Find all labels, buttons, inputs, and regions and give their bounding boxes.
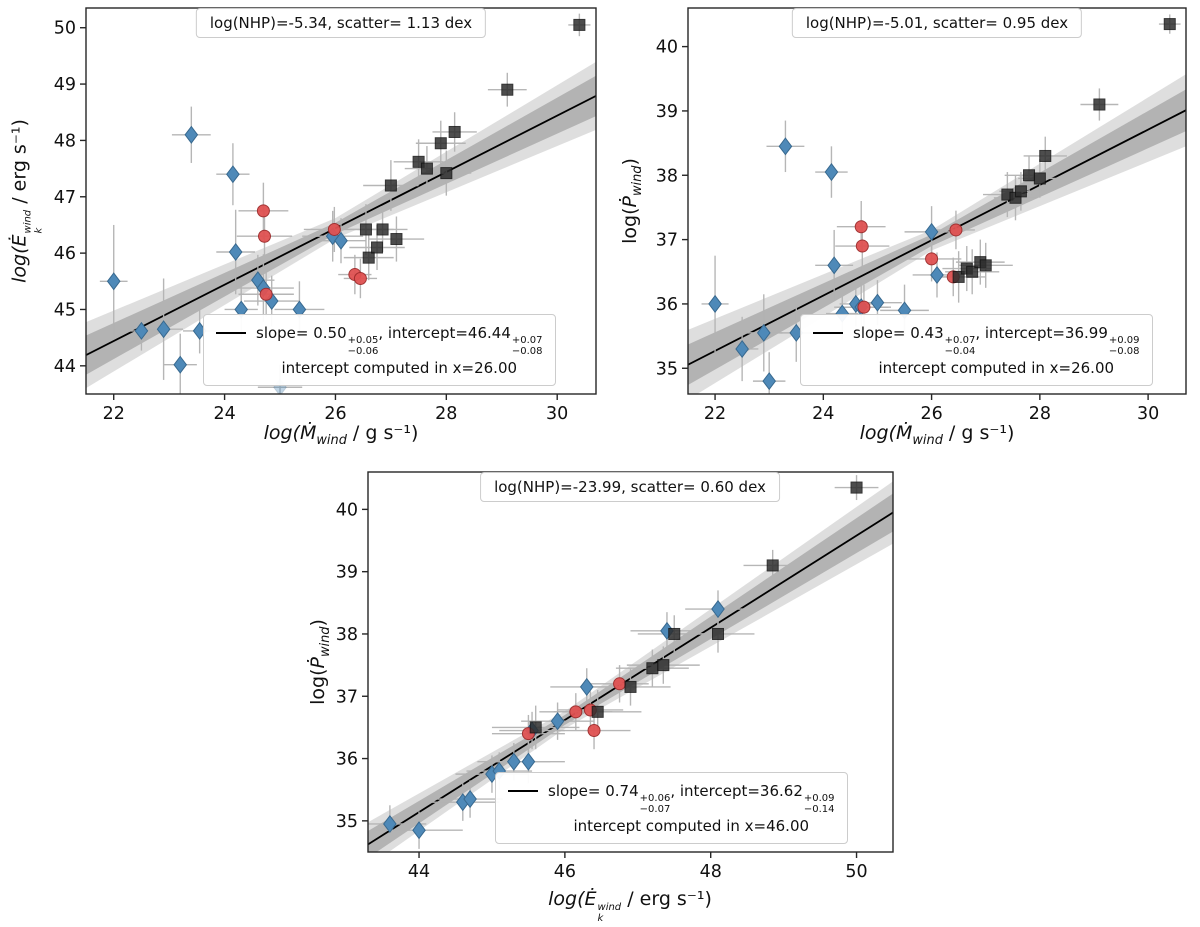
- fit-slope-intercept: slope= 0.50 +0.05 −0.06, intercept=46.44 +0…: [256, 324, 543, 357]
- x-tick-label: 24: [213, 404, 235, 424]
- y-tick-label: 38: [656, 166, 678, 186]
- y-tick-label: 45: [54, 300, 76, 320]
- y-tick-label: 35: [656, 359, 678, 379]
- x-tick-label: 46: [554, 862, 576, 882]
- fit-legend-text: slope= 0.50 +0.05 −0.06, intercept=46.44 +0…: [256, 322, 543, 379]
- scatter-plot-pwind-vs-ekwind: 44 46 48 50 35 36 37 38 39 40: [336, 471, 894, 882]
- axis-ticks: [682, 45, 1149, 400]
- fit-legend-note: intercept computed in x=26.00: [878, 358, 1115, 377]
- y-tick-label: 50: [54, 19, 76, 39]
- y-tick-label: 39: [336, 563, 358, 583]
- y-tick-label: 35: [336, 812, 358, 832]
- y-tick-label: 40: [656, 38, 678, 58]
- fit-legend: slope= 0.43 +0.07 −0.04, intercept=36.99 +0…: [800, 314, 1153, 386]
- x-tick-label: 48: [700, 862, 722, 882]
- x-tick-label: 28: [435, 404, 457, 424]
- x-tick-label: 44: [408, 862, 430, 882]
- tick-labels: 22 24 26 28 30 44 45 46 47 48 49 50: [54, 19, 569, 424]
- y-tick-label: 39: [656, 102, 678, 122]
- nhp-annotation: log(NHP)=-5.01, scatter= 0.95 dex: [791, 8, 1083, 38]
- fit-legend-note: intercept computed in x=26.00: [281, 358, 518, 377]
- y-tick-label: 48: [54, 131, 76, 151]
- x-axis-label: log(Ė wind k / erg s⁻¹): [548, 888, 712, 924]
- y-tick-label: 36: [656, 295, 678, 315]
- axis-ticks: [80, 27, 558, 400]
- blue-diamonds: [383, 600, 725, 840]
- y-tick-label: 44: [54, 357, 76, 377]
- y-tick-label: 49: [54, 75, 76, 95]
- y-tick-label: 36: [336, 750, 358, 770]
- y-axis-label: log(Ṗwind): [307, 619, 333, 705]
- x-axis-label: log(Ṁwind / g s⁻¹): [859, 422, 1015, 448]
- fit-legend: slope= 0.50 +0.05 −0.06, intercept=46.44 +0…: [203, 314, 556, 386]
- blue-diamonds: [106, 125, 348, 394]
- fit-legend-note: intercept computed in x=46.00: [573, 816, 810, 835]
- x-tick-label: 30: [546, 404, 568, 424]
- fit-legend: slope= 0.74 +0.06 −0.07, intercept=36.62 +0…: [495, 772, 848, 844]
- scatter-plot-pwind-vs-mdot: 22 24 26 28 30 35 36 37 38 39 40: [656, 7, 1187, 424]
- tick-labels: 44 46 48 50 35 36 37 38 39 40: [336, 500, 868, 882]
- panel-pwind-vs-ekwind: 44 46 48 50 35 36 37 38 39 40 log(NHP)=-23.99, sc…: [270, 462, 930, 927]
- y-tick-label: 38: [336, 625, 358, 645]
- dark-squares: [529, 481, 863, 734]
- fit-slope-intercept: slope= 0.74 +0.06 −0.07, intercept=36.62 +0…: [548, 782, 835, 815]
- y-axis-label: log(Ṗwind): [619, 158, 645, 244]
- fit-line-sample: [508, 790, 538, 792]
- x-tick-label: 28: [1029, 404, 1051, 424]
- y-tick-label: 46: [54, 244, 76, 264]
- fit-slope-intercept: slope= 0.43 +0.07 −0.04, intercept=36.99 +0…: [853, 324, 1140, 357]
- y-tick-label: 37: [336, 687, 358, 707]
- dark-squares: [952, 18, 1176, 283]
- x-tick-label: 22: [704, 404, 726, 424]
- tick-labels: 22 24 26 28 30 35 36 37 38 39 40: [656, 38, 1160, 424]
- y-tick-label: 47: [54, 188, 76, 208]
- y-axis-label: log(Ė wind k / erg s⁻¹): [8, 119, 44, 283]
- x-axis-label: log(Ṁwind / g s⁻¹): [263, 422, 419, 448]
- fit-line: [688, 109, 1186, 366]
- fit-line-sample: [813, 332, 843, 334]
- panel-ekwind-vs-mdot: 22 24 26 28 30 44 45 46 47 48 49 50 log(NHP)=-5.34,…: [0, 0, 612, 462]
- x-tick-label: 26: [920, 404, 942, 424]
- fit-legend-text: slope= 0.74 +0.06 −0.07, intercept=36.62 +0…: [548, 780, 835, 837]
- y-tick-label: 40: [336, 500, 358, 520]
- scatter-plot-ekwind-vs-mdot: 22 24 26 28 30 44 45 46 47 48 49 50: [54, 7, 597, 424]
- dark-squares: [359, 18, 586, 264]
- nhp-annotation: log(NHP)=-23.99, scatter= 0.60 dex: [480, 472, 780, 502]
- x-tick-label: 26: [324, 404, 346, 424]
- fit-line-sample: [216, 332, 246, 334]
- fit-legend-text: slope= 0.43 +0.07 −0.04, intercept=36.99 +0…: [853, 322, 1140, 379]
- y-tick-label: 37: [656, 231, 678, 251]
- nhp-annotation: log(NHP)=-5.34, scatter= 1.13 dex: [195, 8, 487, 38]
- dark-squares-error-bars: [491, 475, 879, 750]
- x-tick-label: 50: [845, 862, 867, 882]
- axis-ticks: [362, 508, 858, 858]
- x-tick-label: 30: [1137, 404, 1159, 424]
- panel-pwind-vs-mdot: 22 24 26 28 30 35 36 37 38 39 40 log(NHP)=-5.01, s…: [612, 0, 1200, 462]
- x-tick-label: 24: [812, 404, 834, 424]
- x-tick-label: 22: [103, 404, 125, 424]
- red-circles: [256, 204, 367, 301]
